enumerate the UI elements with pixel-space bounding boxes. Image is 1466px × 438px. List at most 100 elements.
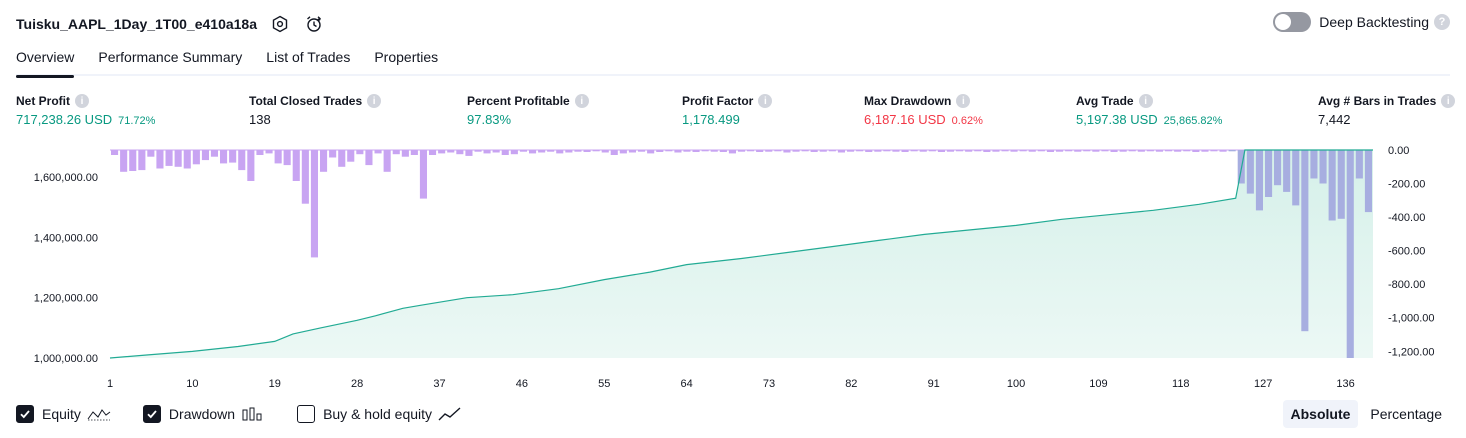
drawdown-bar bbox=[647, 150, 655, 154]
stat-percent-profitable: Percent Profitable i 97.83% bbox=[467, 92, 589, 127]
tab-properties[interactable]: Properties bbox=[374, 49, 439, 65]
drawdown-bar bbox=[192, 150, 200, 165]
info-icon[interactable]: i bbox=[367, 94, 382, 108]
tab-overview[interactable]: Overview bbox=[16, 44, 75, 78]
drawdown-bar bbox=[138, 150, 146, 171]
help-icon[interactable]: ? bbox=[1434, 14, 1450, 30]
stat-label: Avg # Bars in Trades bbox=[1318, 94, 1437, 108]
info-icon[interactable]: i bbox=[758, 94, 773, 108]
drawdown-bar bbox=[1074, 150, 1082, 152]
drawdown-bar bbox=[865, 150, 873, 152]
stat-sub-value: 0.62% bbox=[951, 115, 983, 127]
drawdown-bar bbox=[392, 150, 400, 155]
drawdown-bar bbox=[247, 150, 255, 181]
chart-legend: Equity Drawdown Buy & hold equity bbox=[16, 402, 494, 426]
drawdown-bar bbox=[338, 150, 346, 167]
drawdown-bar bbox=[556, 150, 564, 154]
drawdown-bar bbox=[238, 150, 246, 171]
tab-performance-summary[interactable]: Performance Summary bbox=[98, 49, 243, 65]
drawdown-bar bbox=[1192, 150, 1200, 152]
legend-buy-hold-checkbox[interactable]: Buy & hold equity bbox=[297, 405, 462, 423]
drawdown-bar bbox=[147, 150, 155, 157]
checkbox-unchecked-icon[interactable] bbox=[297, 405, 316, 423]
drawdown-bar bbox=[747, 150, 755, 152]
info-icon[interactable]: i bbox=[1138, 94, 1153, 108]
drawdown-bar bbox=[1255, 150, 1263, 211]
drawdown-bar bbox=[547, 150, 555, 152]
drawdown-bar bbox=[474, 150, 482, 152]
drawdown-bar bbox=[165, 150, 173, 166]
x-axis-tick-label: 100 bbox=[1007, 378, 1025, 390]
drawdown-bar bbox=[765, 150, 773, 152]
x-axis-tick-label: 82 bbox=[845, 378, 857, 390]
x-axis-tick-label: 73 bbox=[763, 378, 775, 390]
mode-absolute-button[interactable]: Absolute bbox=[1282, 400, 1359, 428]
legend-label: Drawdown bbox=[168, 406, 236, 422]
info-icon[interactable]: i bbox=[1441, 94, 1456, 108]
drawdown-bar bbox=[1119, 150, 1127, 152]
legend-equity-checkbox[interactable]: Equity bbox=[16, 405, 111, 423]
drawdown-bar bbox=[1110, 150, 1118, 152]
drawdown-bar bbox=[383, 150, 391, 172]
drawdown-bar bbox=[1355, 150, 1363, 179]
checkbox-checked-icon[interactable] bbox=[16, 405, 34, 423]
drawdown-bar bbox=[1001, 150, 1009, 152]
right-axis-tick-label: -1,200.00 bbox=[1388, 346, 1434, 358]
equity-line bbox=[109, 149, 1373, 359]
right-axis-tick-label: -600.00 bbox=[1388, 246, 1425, 258]
drawdown-bar bbox=[210, 150, 218, 157]
info-icon[interactable]: i bbox=[956, 94, 971, 108]
stat-value: 97.83% bbox=[467, 112, 512, 127]
stat-max-drawdown: Max Drawdown i 6,187.16 USD 0.62% bbox=[864, 92, 983, 127]
drawdown-bar bbox=[1010, 150, 1018, 152]
equity-drawdown-chart[interactable]: 1,600,000.00 1,400,000.00 1,200,000.00 1,00… bbox=[0, 140, 1466, 398]
tab-list-of-trades[interactable]: List of Trades bbox=[266, 49, 351, 65]
drawdown-bar bbox=[683, 150, 691, 152]
x-axis-tick-label: 1 bbox=[107, 378, 113, 390]
drawdown-bar bbox=[1065, 150, 1073, 152]
x-axis-tick-label: 109 bbox=[1089, 378, 1107, 390]
settings-icon[interactable] bbox=[269, 13, 291, 35]
drawdown-bar bbox=[529, 150, 537, 154]
drawdown-bar bbox=[1101, 150, 1109, 152]
drawdown-bar bbox=[701, 150, 709, 152]
drawdown-bar bbox=[801, 150, 809, 152]
stat-label: Percent Profitable bbox=[467, 94, 570, 108]
drawdown-bar bbox=[1328, 150, 1336, 221]
drawdown-bar bbox=[538, 150, 546, 153]
mode-percentage-button[interactable]: Percentage bbox=[1370, 406, 1442, 422]
right-axis-tick-label: 0.00 bbox=[1388, 145, 1409, 157]
drawdown-bar bbox=[610, 150, 618, 155]
info-icon[interactable]: i bbox=[75, 94, 89, 108]
stat-value: 6,187.16 USD bbox=[864, 112, 946, 127]
drawdown-bar bbox=[601, 150, 609, 153]
right-axis-tick-label: -800.00 bbox=[1388, 279, 1425, 291]
stat-avg-bars-in-trades: Avg # Bars in Trades i 7,442 bbox=[1318, 92, 1456, 127]
stat-total-closed-trades: Total Closed Trades i 138 bbox=[249, 92, 382, 127]
drawdown-bar bbox=[429, 150, 437, 155]
alarm-clock-icon[interactable] bbox=[303, 13, 325, 35]
legend-label: Equity bbox=[42, 406, 81, 422]
stat-value: 7,442 bbox=[1318, 112, 1351, 127]
x-axis-tick-label: 136 bbox=[1336, 378, 1354, 390]
drawdown-bar bbox=[901, 150, 909, 152]
drawdown-bar bbox=[956, 150, 964, 152]
drawdown-bar bbox=[401, 150, 409, 157]
deep-backtesting: Deep Backtesting ? bbox=[1273, 12, 1450, 32]
stat-net-profit: Net Profit i 717,238.26 USD 71.72% bbox=[16, 92, 155, 127]
drawdown-bar bbox=[856, 150, 864, 152]
drawdown-bar bbox=[910, 150, 918, 152]
checkbox-checked-icon[interactable] bbox=[142, 405, 161, 423]
drawdown-bar bbox=[1219, 150, 1227, 152]
drawdown-bar bbox=[919, 150, 927, 152]
drawdown-bar bbox=[156, 150, 164, 169]
stat-label: Net Profit bbox=[16, 94, 70, 108]
drawdown-bar bbox=[565, 150, 573, 153]
drawdown-bar bbox=[1046, 150, 1054, 152]
x-axis-tick-label: 19 bbox=[269, 378, 281, 390]
deep-backtesting-toggle[interactable] bbox=[1273, 12, 1312, 32]
drawdown-bar bbox=[892, 150, 900, 152]
info-icon[interactable]: i bbox=[574, 94, 589, 108]
drawdown-bar bbox=[1037, 150, 1045, 152]
legend-drawdown-checkbox[interactable]: Drawdown bbox=[142, 405, 265, 423]
